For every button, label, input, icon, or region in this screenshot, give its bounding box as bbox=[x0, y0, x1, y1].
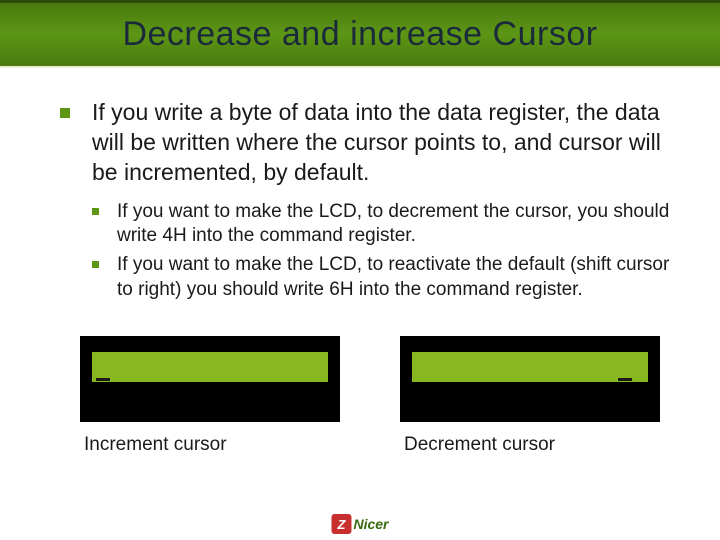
lcd-cursor-left bbox=[96, 378, 110, 381]
sub-bullet-list: If you want to make the LCD, to decremen… bbox=[92, 200, 680, 303]
lcd-caption-right: Decrement cursor bbox=[404, 434, 660, 456]
lcd-cursor-right bbox=[618, 378, 632, 381]
lcd-decrement-block: Decrement cursor bbox=[400, 336, 660, 456]
sub-bullet-text: If you want to make the LCD, to decremen… bbox=[117, 200, 680, 249]
bullet-level-1: If you write a byte of data into the dat… bbox=[60, 98, 680, 188]
lcd-increment-block: Increment cursor bbox=[80, 336, 340, 456]
logo-badge-icon: Z bbox=[331, 514, 351, 534]
content-area: If you write a byte of data into the dat… bbox=[0, 68, 720, 302]
lcd-frame bbox=[80, 336, 340, 422]
footer-logo: Z Nicer bbox=[331, 514, 388, 534]
lcd-caption-left: Increment cursor bbox=[84, 434, 340, 456]
lcd-frame bbox=[400, 336, 660, 422]
lcd-display-area bbox=[412, 352, 648, 382]
lcd-diagram-row: Increment cursor Decrement cursor bbox=[0, 336, 720, 456]
slide-title: Decrease and increase Cursor bbox=[122, 15, 597, 54]
lcd-display-area bbox=[92, 352, 328, 382]
sub-bullet-text: If you want to make the LCD, to reactiva… bbox=[117, 253, 680, 302]
title-bar: Decrease and increase Cursor bbox=[0, 0, 720, 68]
square-bullet-icon bbox=[92, 261, 99, 268]
square-bullet-icon bbox=[60, 108, 70, 118]
bullet-level-2: If you want to make the LCD, to reactiva… bbox=[92, 253, 680, 302]
bullet-level-2: If you want to make the LCD, to decremen… bbox=[92, 200, 680, 249]
bullet-main-text: If you write a byte of data into the dat… bbox=[92, 98, 680, 188]
square-bullet-icon bbox=[92, 208, 99, 215]
logo-text: Nicer bbox=[353, 516, 388, 532]
